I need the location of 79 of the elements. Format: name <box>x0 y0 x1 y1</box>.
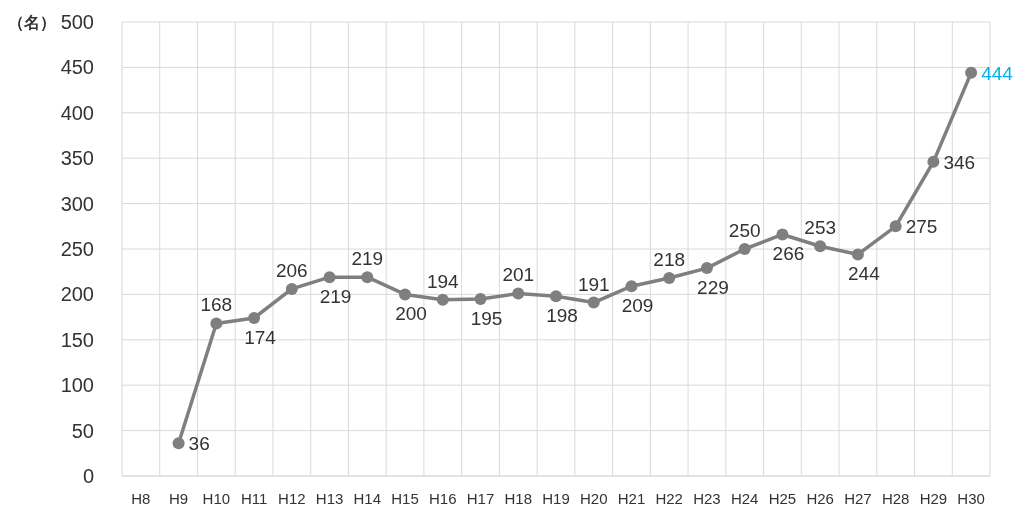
data-label: 209 <box>621 295 654 317</box>
data-label: 219 <box>319 286 352 308</box>
x-tick-label: H24 <box>730 490 759 507</box>
x-tick-label: H19 <box>542 490 570 507</box>
point <box>889 220 902 233</box>
x-tick-label: H13 <box>315 490 344 507</box>
data-label: 36 <box>188 433 210 455</box>
point <box>625 280 638 293</box>
y-tick-label: 450 <box>60 56 94 79</box>
x-tick-label: H30 <box>957 490 985 507</box>
point <box>361 271 374 284</box>
data-label: 244 <box>848 263 881 285</box>
data-label: 168 <box>200 294 233 316</box>
point <box>436 293 449 306</box>
data-label: 191 <box>577 273 610 295</box>
y-axis-title: （名） <box>8 14 56 32</box>
point <box>323 271 336 284</box>
x-tick-label: H12 <box>278 490 306 507</box>
point <box>663 272 676 285</box>
y-tick-label: 300 <box>60 192 94 215</box>
data-label: 275 <box>905 216 938 238</box>
y-tick-label: 150 <box>60 328 94 351</box>
point <box>700 262 713 275</box>
point <box>550 290 562 303</box>
y-tick-label: 500 <box>60 11 94 33</box>
data-label: 206 <box>275 259 308 281</box>
x-tick-label: H23 <box>693 490 721 507</box>
x-tick-label: H14 <box>353 490 382 507</box>
data-label: 198 <box>546 305 578 327</box>
y-tick-label: 100 <box>60 374 94 397</box>
point <box>285 282 298 295</box>
x-tick-label: H29 <box>919 490 948 507</box>
data-label: 219 <box>351 248 384 270</box>
point <box>965 66 978 79</box>
data-label: 250 <box>728 220 761 241</box>
x-tick-label: H18 <box>504 490 533 507</box>
x-tick-label: H26 <box>806 490 834 507</box>
data-label: 346 <box>943 151 976 173</box>
point <box>210 317 223 330</box>
data-label: 195 <box>470 307 503 329</box>
x-tick-label: H16 <box>429 490 457 507</box>
point <box>248 312 261 325</box>
point <box>776 228 789 241</box>
x-tick-label: H10 <box>202 490 231 507</box>
data-label: 201 <box>502 264 535 286</box>
point <box>851 248 864 261</box>
x-tick-label: H21 <box>617 490 646 507</box>
annotation: 444 <box>981 62 1014 84</box>
point <box>587 296 600 309</box>
x-tick-label: H22 <box>655 490 683 507</box>
point <box>512 287 525 300</box>
x-tick-label: H8 <box>131 490 151 507</box>
y-tick-label: 50 <box>71 419 94 442</box>
x-tick-label: H28 <box>881 490 910 507</box>
point <box>399 288 412 301</box>
data-label: 266 <box>772 243 805 265</box>
y-tick-label: 0 <box>82 465 94 487</box>
point <box>927 155 940 168</box>
x-tick-label: H15 <box>391 490 419 507</box>
point <box>738 243 751 255</box>
y-tick-label: 250 <box>60 238 94 260</box>
data-label: 174 <box>244 327 277 349</box>
data-label: 253 <box>804 217 837 239</box>
x-tick-label: H9 <box>169 490 189 507</box>
data-label: 194 <box>426 270 460 292</box>
point <box>474 292 487 305</box>
data-label: 229 <box>697 277 729 299</box>
y-tick-label: 350 <box>60 147 94 170</box>
point <box>814 240 827 253</box>
x-tick-label: H11 <box>240 490 268 507</box>
x-tick-label: H20 <box>579 490 608 507</box>
data-label: 218 <box>653 249 686 271</box>
y-tick-label: 200 <box>60 283 94 306</box>
x-tick-label: H27 <box>844 490 872 507</box>
point <box>172 437 185 450</box>
y-tick-label: 400 <box>60 101 94 124</box>
x-tick-label: H17 <box>466 490 495 507</box>
data-label: 200 <box>395 303 427 325</box>
x-tick-label: H25 <box>768 490 797 507</box>
